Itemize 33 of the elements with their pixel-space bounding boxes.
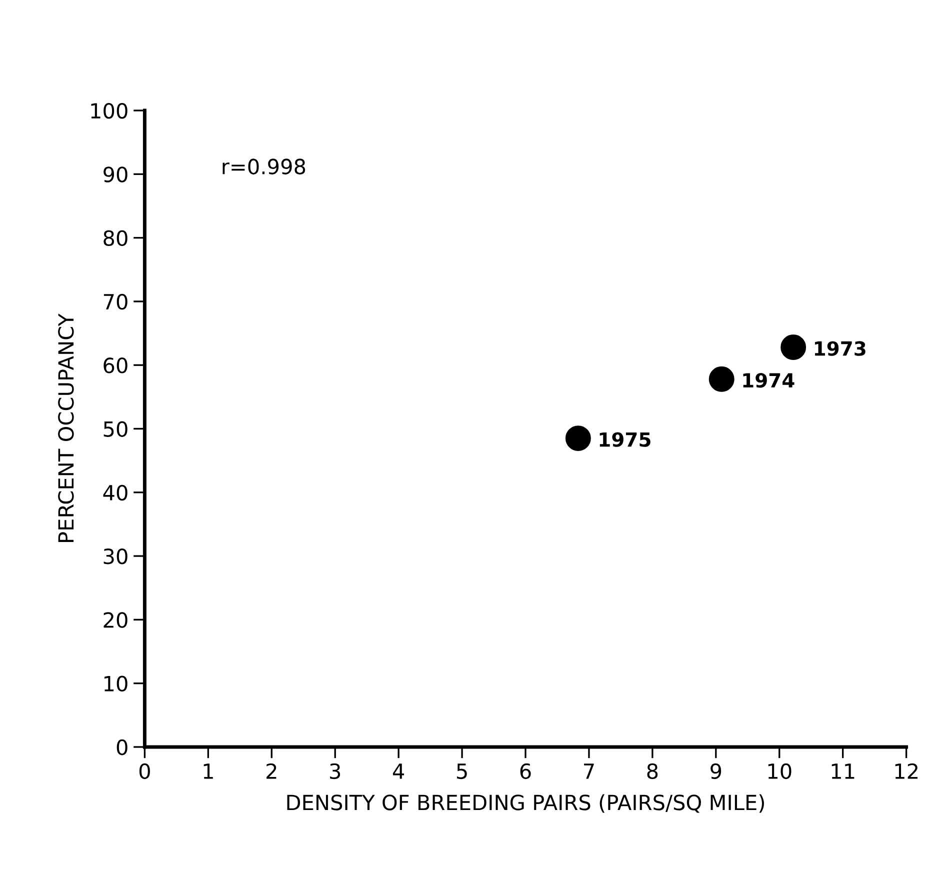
y-tick-label: 80 [104, 230, 128, 246]
x-tick-label: 8 [647, 763, 658, 780]
y-tick-label: 60 [104, 358, 128, 374]
x-tick-label: 10 [768, 763, 792, 780]
x-tick-label: 4 [392, 764, 404, 779]
y-tick-label: 90 [104, 166, 128, 182]
y-axis-title: PERCENT OCCUPANCY [58, 313, 74, 542]
annotation: 1974 [743, 373, 794, 388]
x-tick-label: 11 [832, 764, 854, 779]
annotation: 1973 [814, 341, 866, 356]
point [780, 334, 806, 360]
x-tick-label: 12 [895, 763, 918, 779]
x-tick-label: 6 [520, 763, 531, 780]
x-tick-label: 3 [330, 763, 340, 780]
y-tick-label: 0 [116, 739, 128, 756]
y-tick-label: 50 [104, 421, 128, 437]
point [565, 426, 591, 452]
annotation: r=0.998 [222, 158, 306, 174]
x-tick-label: 1 [204, 764, 213, 779]
x-tick-label: 5 [457, 764, 467, 780]
y-tick-label: 40 [103, 484, 128, 501]
x-tick-label: 7 [584, 764, 594, 779]
y-tick-label: 70 [104, 294, 128, 310]
x-axis-title: DENSITY OF BREEDING PAIRS (PAIRS/SQ MILE) [287, 794, 764, 813]
y-tick-label: 10 [104, 676, 128, 692]
point [708, 366, 734, 392]
y-tick-label: 100 [91, 102, 128, 119]
x-tick-label: 9 [710, 763, 722, 780]
x-tick-label: 2 [266, 763, 276, 779]
y-tick-label: 30 [104, 548, 128, 564]
y-tick-label: 20 [104, 612, 128, 628]
annotation: 1975 [600, 432, 650, 447]
x-tick-label: 0 [139, 763, 150, 780]
